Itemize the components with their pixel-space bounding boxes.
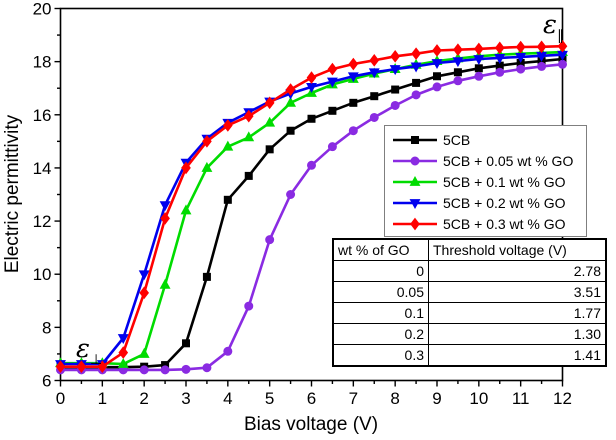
legend-label: 5CB + 0.05 wt % GO [443,152,574,169]
legend-item: 5CB + 0.3 wt % GO [392,213,586,234]
table-cell: 0.2 [332,323,429,345]
table-cell: 0.1 [332,302,429,324]
x-tick-label: 2 [139,389,148,408]
y-axis [54,7,61,382]
table-row: 0.1 1.77 [332,302,607,324]
table-cell: 1.77 [428,302,607,324]
table-cell: 0.3 [332,344,429,367]
annotation-eps-para: ε∥ [543,10,564,44]
legend-item: 5CB + 0.05 wt % GO [392,150,586,171]
legend-marker-circle [393,156,437,165]
table-cell: 0.05 [332,281,429,303]
table-header-cell: Threshold voltage (V) [428,238,607,261]
table-row: 0.2 1.30 [332,323,607,345]
table-header-cell: wt % of GO [332,238,429,261]
x-axis [59,380,564,387]
legend: 5CB 5CB + 0.05 wt % GO 5CB + 0.1 wt % GO 5C… [384,125,587,237]
legend-marker-square [393,135,437,144]
legend-marker-diamond [393,217,437,230]
table-cell: 2.78 [428,260,607,282]
x-tick-label: 10 [469,389,488,408]
y-tick-label: 18 [33,53,52,72]
threshold-table-header: wt % of GO Threshold voltage (V) [332,238,607,261]
y-tick-label: 14 [33,159,52,178]
y-tick-label: 16 [33,106,52,125]
x-tick-label: 8 [390,389,399,408]
legend-label: 5CB [443,131,471,148]
x-tick-label: 11 [512,389,530,408]
annotation-eps-perp: ε⊥ [76,334,102,368]
table-row: 0.3 1.41 [332,344,607,367]
table-row: 0.05 3.51 [332,281,607,303]
table-cell: 1.30 [428,323,607,345]
x-tick-label: 3 [181,389,190,408]
legend-item: 5CB [392,129,586,150]
y-tick-label: 6 [42,372,51,391]
table-cell: 3.51 [428,281,607,303]
y-tick-label: 8 [42,318,51,337]
table-row: 0 2.78 [332,260,607,282]
series-5cb-0.05-wt-go [56,59,567,375]
threshold-table: wt % of GO Threshold voltage (V) 0 2.78 0.0… [332,238,607,367]
y-axis-title: Electric permittivity [2,114,23,273]
table-cell: 0 [332,260,429,282]
y-tick-label: 12 [33,212,52,231]
x-tick-label: 12 [553,389,572,408]
table-cell: 1.41 [428,344,607,367]
x-tick-label: 6 [307,389,316,408]
legend-label: 5CB + 0.1 wt % GO [443,173,566,190]
legend-marker-triangle-up [393,175,437,186]
legend-marker-triangle-down [393,198,437,209]
x-tick-label: 4 [223,389,232,408]
x-tick-label: 1 [98,389,107,408]
legend-item: 5CB + 0.2 wt % GO [392,192,586,213]
x-tick-label: 5 [265,389,274,408]
y-tick-label: 20 [33,0,52,19]
x-tick-label: 9 [432,389,441,408]
series-5cb-0.2-wt-go [55,50,568,371]
legend-label: 5CB + 0.2 wt % GO [443,194,566,211]
legend-label: 5CB + 0.3 wt % GO [443,215,566,232]
series-5cb-0.3-wt-go [55,39,568,374]
x-tick-label: 0 [56,389,65,408]
y-tick-label: 10 [33,265,52,284]
x-tick-label: 7 [349,389,358,408]
x-axis-title: Bias voltage (V) [244,414,378,435]
legend-item: 5CB + 0.1 wt % GO [392,171,586,192]
